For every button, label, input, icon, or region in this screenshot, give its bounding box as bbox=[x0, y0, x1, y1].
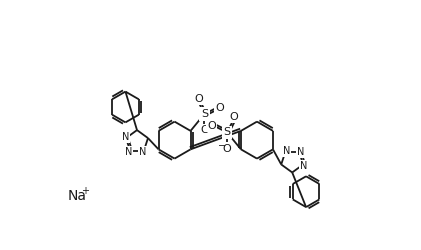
Text: −: − bbox=[218, 140, 226, 150]
Text: −: − bbox=[206, 122, 214, 132]
Text: N: N bbox=[300, 161, 308, 171]
Text: O: O bbox=[216, 103, 224, 113]
Text: N: N bbox=[125, 147, 132, 157]
Text: +: + bbox=[81, 186, 89, 196]
Text: N: N bbox=[297, 146, 304, 156]
Text: S: S bbox=[224, 128, 231, 138]
Text: O: O bbox=[200, 125, 209, 135]
Text: O: O bbox=[223, 144, 232, 154]
Text: N: N bbox=[282, 146, 290, 156]
Text: Na: Na bbox=[67, 188, 87, 202]
Text: N: N bbox=[122, 132, 129, 142]
Text: O: O bbox=[194, 94, 203, 104]
Text: O: O bbox=[229, 112, 237, 122]
Text: N: N bbox=[139, 147, 147, 157]
Text: S: S bbox=[201, 109, 208, 119]
Text: O: O bbox=[207, 121, 216, 131]
